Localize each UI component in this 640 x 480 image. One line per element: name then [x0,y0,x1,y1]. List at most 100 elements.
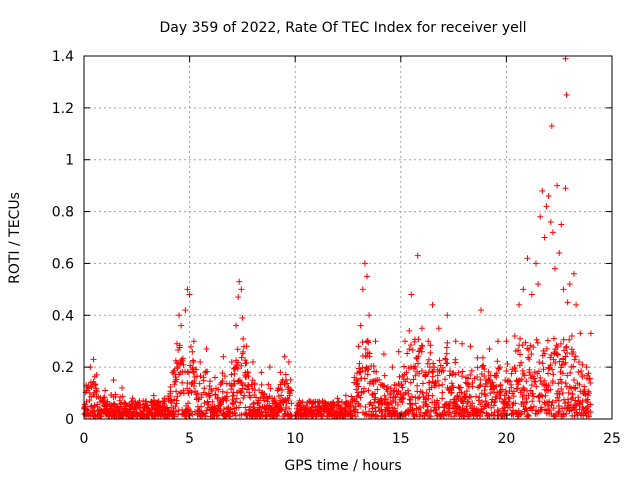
scatter-point-bulk [277,405,284,412]
scatter-point-bulk [247,394,254,401]
scatter-point [395,348,402,355]
scatter-point-bulk [284,380,291,387]
scatter-point-bulk [487,390,494,397]
scatter-point-bulk [514,378,521,385]
scatter-point [539,187,546,194]
scatter-point-bulk [431,364,438,371]
scatter-point-bulk [190,359,197,366]
scatter-point-bulk [148,409,155,416]
scatter-point-bulk [514,385,521,392]
scatter-point-bulk [567,369,574,376]
scatter-point-bulk [517,411,524,418]
scatter-point-bulk [579,361,586,368]
scatter-point-bulk [554,351,561,358]
scatter-point-bulk [92,381,99,388]
scatter-point-bulk [576,359,583,366]
scatter-point-bulk [539,360,546,367]
scatter-point-bulk [496,364,503,371]
scatter-point [583,364,590,371]
scatter-point-bulk [389,397,396,404]
scatter-point-bulk [189,348,196,355]
scatter-point-bulk [352,406,359,413]
scatter-point-bulk [555,403,562,410]
scatter-point [361,260,368,267]
scatter-point [233,322,240,329]
scatter-point-bulk [167,390,174,397]
y-tick-label: 0.6 [52,256,74,272]
scatter-point-bulk [384,384,391,391]
scatter-point-bulk [572,385,579,392]
scatter-point-bulk [547,354,554,361]
scatter-point-bulk [444,339,451,346]
scatter-point-bulk [238,388,245,395]
scatter-point-bulk [474,373,481,380]
scatter-point-bulk [570,349,577,356]
scatter-point-bulk [398,381,405,388]
scatter-point-bulk [517,351,524,358]
scatter-point [178,322,185,329]
scatter-point [309,400,316,407]
scatter-point-bulk [557,340,564,347]
scatter-point-bulk [512,368,519,375]
scatter-point-bulk [365,387,372,394]
scatter-point-bulk [583,397,590,404]
scatter-point-bulk [446,402,453,409]
scatter-point-bulk [245,373,252,380]
scatter-point-bulk [545,382,552,389]
scatter-point [190,338,197,345]
scatter-point [558,221,565,228]
scatter-point-bulk [119,393,126,400]
scatter-point [186,291,193,298]
scatter-point [444,312,451,319]
scatter-point-bulk [506,395,513,402]
scatter-point-bulk [405,387,412,394]
scatter-point-bulk [539,393,546,400]
scatter-point-bulk [365,366,372,373]
scatter-point-bulk [496,395,503,402]
x-tick-label: 20 [497,431,515,447]
scatter-point-bulk [253,394,260,401]
scatter-point-bulk [478,390,485,397]
scatter-point-bulk [254,400,261,407]
scatter-point-bulk [101,394,108,401]
scatter-point-bulk [345,403,352,410]
scatter-point-bulk [469,400,476,407]
scatter-point-bulk [240,348,247,355]
scatter-point-bulk [535,368,542,375]
scatter-point-bulk [414,382,421,389]
scatter-point-bulk [394,391,401,398]
scatter-point-bulk [440,404,447,411]
scatter-point-bulk [425,395,432,402]
scatter-point-bulk [246,389,253,396]
scatter-point [281,353,288,360]
scatter-point-bulk [173,397,180,404]
scatter-point-bulk [83,406,90,413]
scatter-point-bulk [419,380,426,387]
scatter-point [429,301,436,308]
scatter-point [547,218,554,225]
scatter-point-bulk [559,390,566,397]
scatter-point-bulk [389,404,396,411]
scatter-point-bulk [381,383,388,390]
scatter-point-bulk [173,388,180,395]
scatter-point-bulk [354,378,361,385]
scatter-point-bulk [180,361,187,368]
scatter-point-bulk [548,351,555,358]
scatter-point [564,299,571,306]
scatter-point-bulk [409,406,416,413]
scatter-point [535,281,542,288]
scatter-point-bulk [542,392,549,399]
scatter-point-bulk [202,412,209,419]
scatter-point-bulk [441,408,448,415]
scatter-point-bulk [299,398,306,405]
scatter-point-bulk [427,342,434,349]
scatter-point-bulk [362,404,369,411]
y-tick-label: 0.2 [52,360,74,376]
scatter-point-bulk [93,388,100,395]
scatter-point-bulk [381,372,388,379]
scatter-point-bulk [288,387,295,394]
scatter-point-bulk [443,350,450,357]
scatter-point-bulk [586,376,593,383]
scatter-point-bulk [434,377,441,384]
scatter-point-bulk [447,368,454,375]
